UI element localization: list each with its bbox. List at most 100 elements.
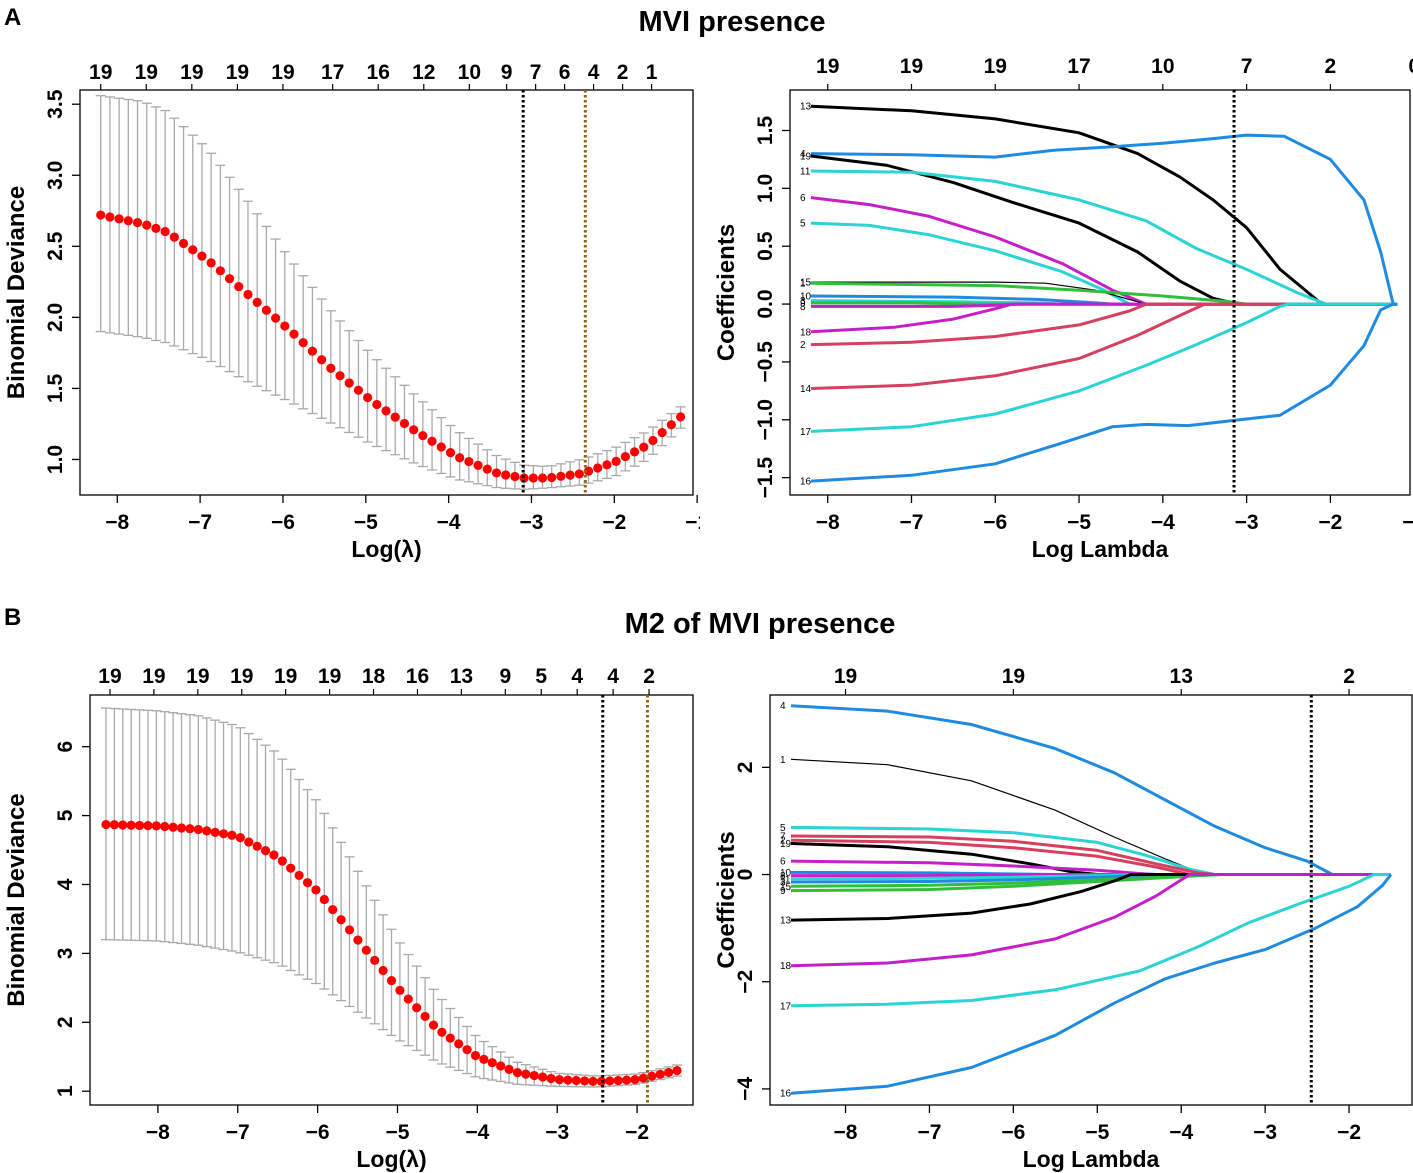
deviance-point-b-left — [227, 830, 237, 840]
x-tick-label-a-left: −2 — [602, 511, 626, 534]
coef-label-1: 1 — [800, 279, 806, 290]
x-tick-label-b-left: −8 — [146, 1121, 170, 1144]
y-axis-title-a-right: Coefficients — [713, 224, 740, 361]
deviance-point-b-left — [101, 819, 111, 830]
top-count-label-a-right: 2 — [1325, 55, 1337, 78]
panel-label-a: A — [4, 4, 22, 31]
coef-label-5: 5 — [780, 823, 786, 834]
panel-title-b: M2 of MVI presence — [624, 608, 896, 640]
x-axis-title-a-left: Log(λ) — [351, 536, 421, 562]
deviance-point-b-left — [260, 846, 271, 856]
coef-label-10: 10 — [780, 868, 792, 879]
deviance-point-b-left — [563, 1075, 573, 1085]
coef-path-18 — [810, 302, 1398, 334]
y-tick-label-b-left: 2 — [54, 1016, 77, 1028]
x-tick-label-a-left: −4 — [437, 511, 461, 534]
coef-label-3: 3 — [780, 878, 786, 889]
top-count-label-b-left: 19 — [274, 665, 297, 688]
x-tick-label-a-left: −3 — [519, 511, 543, 534]
x-tick-label-b-right: −2 — [1337, 1121, 1361, 1144]
deviance-point-a-left — [224, 274, 235, 284]
coef-label-14: 14 — [800, 384, 812, 395]
deviance-point-a-left — [132, 218, 143, 228]
deviance-point-a-left — [178, 238, 189, 249]
plot-frame-a-right — [789, 89, 1411, 496]
deviance-point-b-left — [470, 1050, 481, 1061]
deviance-point-b-left — [353, 935, 363, 945]
deviance-point-a-left — [381, 406, 391, 416]
deviance-point-b-left — [118, 820, 128, 830]
coef-label-16: 16 — [800, 477, 812, 488]
top-count-label-b-left: 4 — [607, 665, 619, 688]
deviance-point-b-left — [378, 965, 388, 976]
coef-path-14 — [810, 302, 1398, 390]
deviance-point-b-left — [176, 823, 187, 833]
deviance-point-b-left — [202, 826, 212, 836]
y-axis-title-b-left: Binomial Deviance — [3, 793, 30, 1006]
coef-label-16: 16 — [780, 1089, 792, 1100]
deviance-point-b-left — [605, 1076, 615, 1086]
coef-label-11: 11 — [800, 167, 811, 178]
coef-label-13: 13 — [800, 102, 812, 113]
y-tick-label-a-right: 1.0 — [754, 174, 777, 203]
top-count-label-a-right: 17 — [1067, 55, 1090, 78]
deviance-point-b-left — [160, 821, 170, 832]
x-tick-label-b-right: −4 — [1169, 1121, 1193, 1144]
y-tick-label-a-right: 1.5 — [754, 116, 777, 146]
y-tick-label-a-left: 1.5 — [44, 374, 67, 404]
deviance-point-a-left — [243, 289, 253, 300]
deviance-point-b-left — [571, 1075, 581, 1086]
deviance-point-a-left — [307, 346, 318, 356]
panel-title-a: MVI presence — [638, 6, 826, 38]
coef-label-8: 8 — [800, 302, 806, 313]
deviance-point-b-left — [454, 1039, 464, 1049]
deviance-point-b-left — [109, 820, 119, 830]
deviance-point-b-left — [487, 1058, 497, 1068]
deviance-point-a-left — [123, 216, 133, 226]
x-tick-label-a-right: −3 — [1235, 511, 1259, 534]
coef-label-10: 10 — [800, 291, 812, 302]
y-tick-label-a-left: 3.0 — [44, 161, 67, 190]
deviance-point-b-left — [336, 915, 346, 925]
top-count-label-b-left: 19 — [98, 665, 121, 688]
deviance-point-b-left — [218, 829, 229, 839]
deviance-point-b-left — [151, 821, 161, 831]
deviance-point-a-left — [547, 472, 557, 483]
y-tick-label-b-right: 2 — [734, 762, 757, 774]
coef-label-2: 2 — [800, 340, 806, 351]
deviance-point-a-left — [427, 436, 437, 446]
x-tick-label-b-left: −6 — [306, 1121, 330, 1144]
coef-path-4 — [810, 133, 1398, 306]
coef-label-15: 15 — [780, 882, 792, 893]
coef-label-3: 3 — [800, 296, 806, 307]
coef-label-8: 8 — [780, 871, 786, 882]
top-count-label-a-left: 12 — [412, 61, 435, 84]
plot-frame-b-right — [769, 694, 1413, 1106]
top-count-label-a-left: 17 — [321, 61, 344, 84]
y-tick-label-a-left: 1.0 — [44, 445, 67, 474]
coef-label-6: 6 — [800, 193, 806, 204]
deviance-point-b-left — [437, 1027, 447, 1037]
coef-path-5 — [810, 221, 1398, 306]
coef-path-11 — [810, 169, 1398, 306]
deviance-point-a-left — [317, 355, 327, 365]
x-tick-label-a-left: −1 — [685, 511, 700, 534]
deviance-point-b-left — [269, 850, 279, 860]
deviance-point-b-left — [252, 841, 262, 851]
deviance-point-a-left — [252, 297, 262, 307]
deviance-point-a-left — [629, 447, 640, 457]
deviance-point-a-left — [574, 469, 584, 479]
coef-label-18: 18 — [800, 327, 812, 338]
deviance-point-b-left — [580, 1076, 590, 1086]
deviance-point-a-left — [436, 442, 446, 452]
deviance-point-b-left — [412, 1003, 422, 1013]
deviance-point-b-left — [143, 821, 153, 831]
deviance-point-a-left — [675, 412, 686, 422]
deviance-point-a-left — [353, 385, 364, 395]
coef-path-13 — [790, 873, 1391, 922]
y-tick-label-b-left: 6 — [54, 741, 77, 753]
top-count-label-b-right: 19 — [834, 665, 857, 688]
y-tick-label-a-right: −1.5 — [754, 457, 777, 499]
chart-a-deviance: −8−7−6−5−4−3−2−11.01.52.02.53.03.5191919… — [3, 61, 700, 562]
